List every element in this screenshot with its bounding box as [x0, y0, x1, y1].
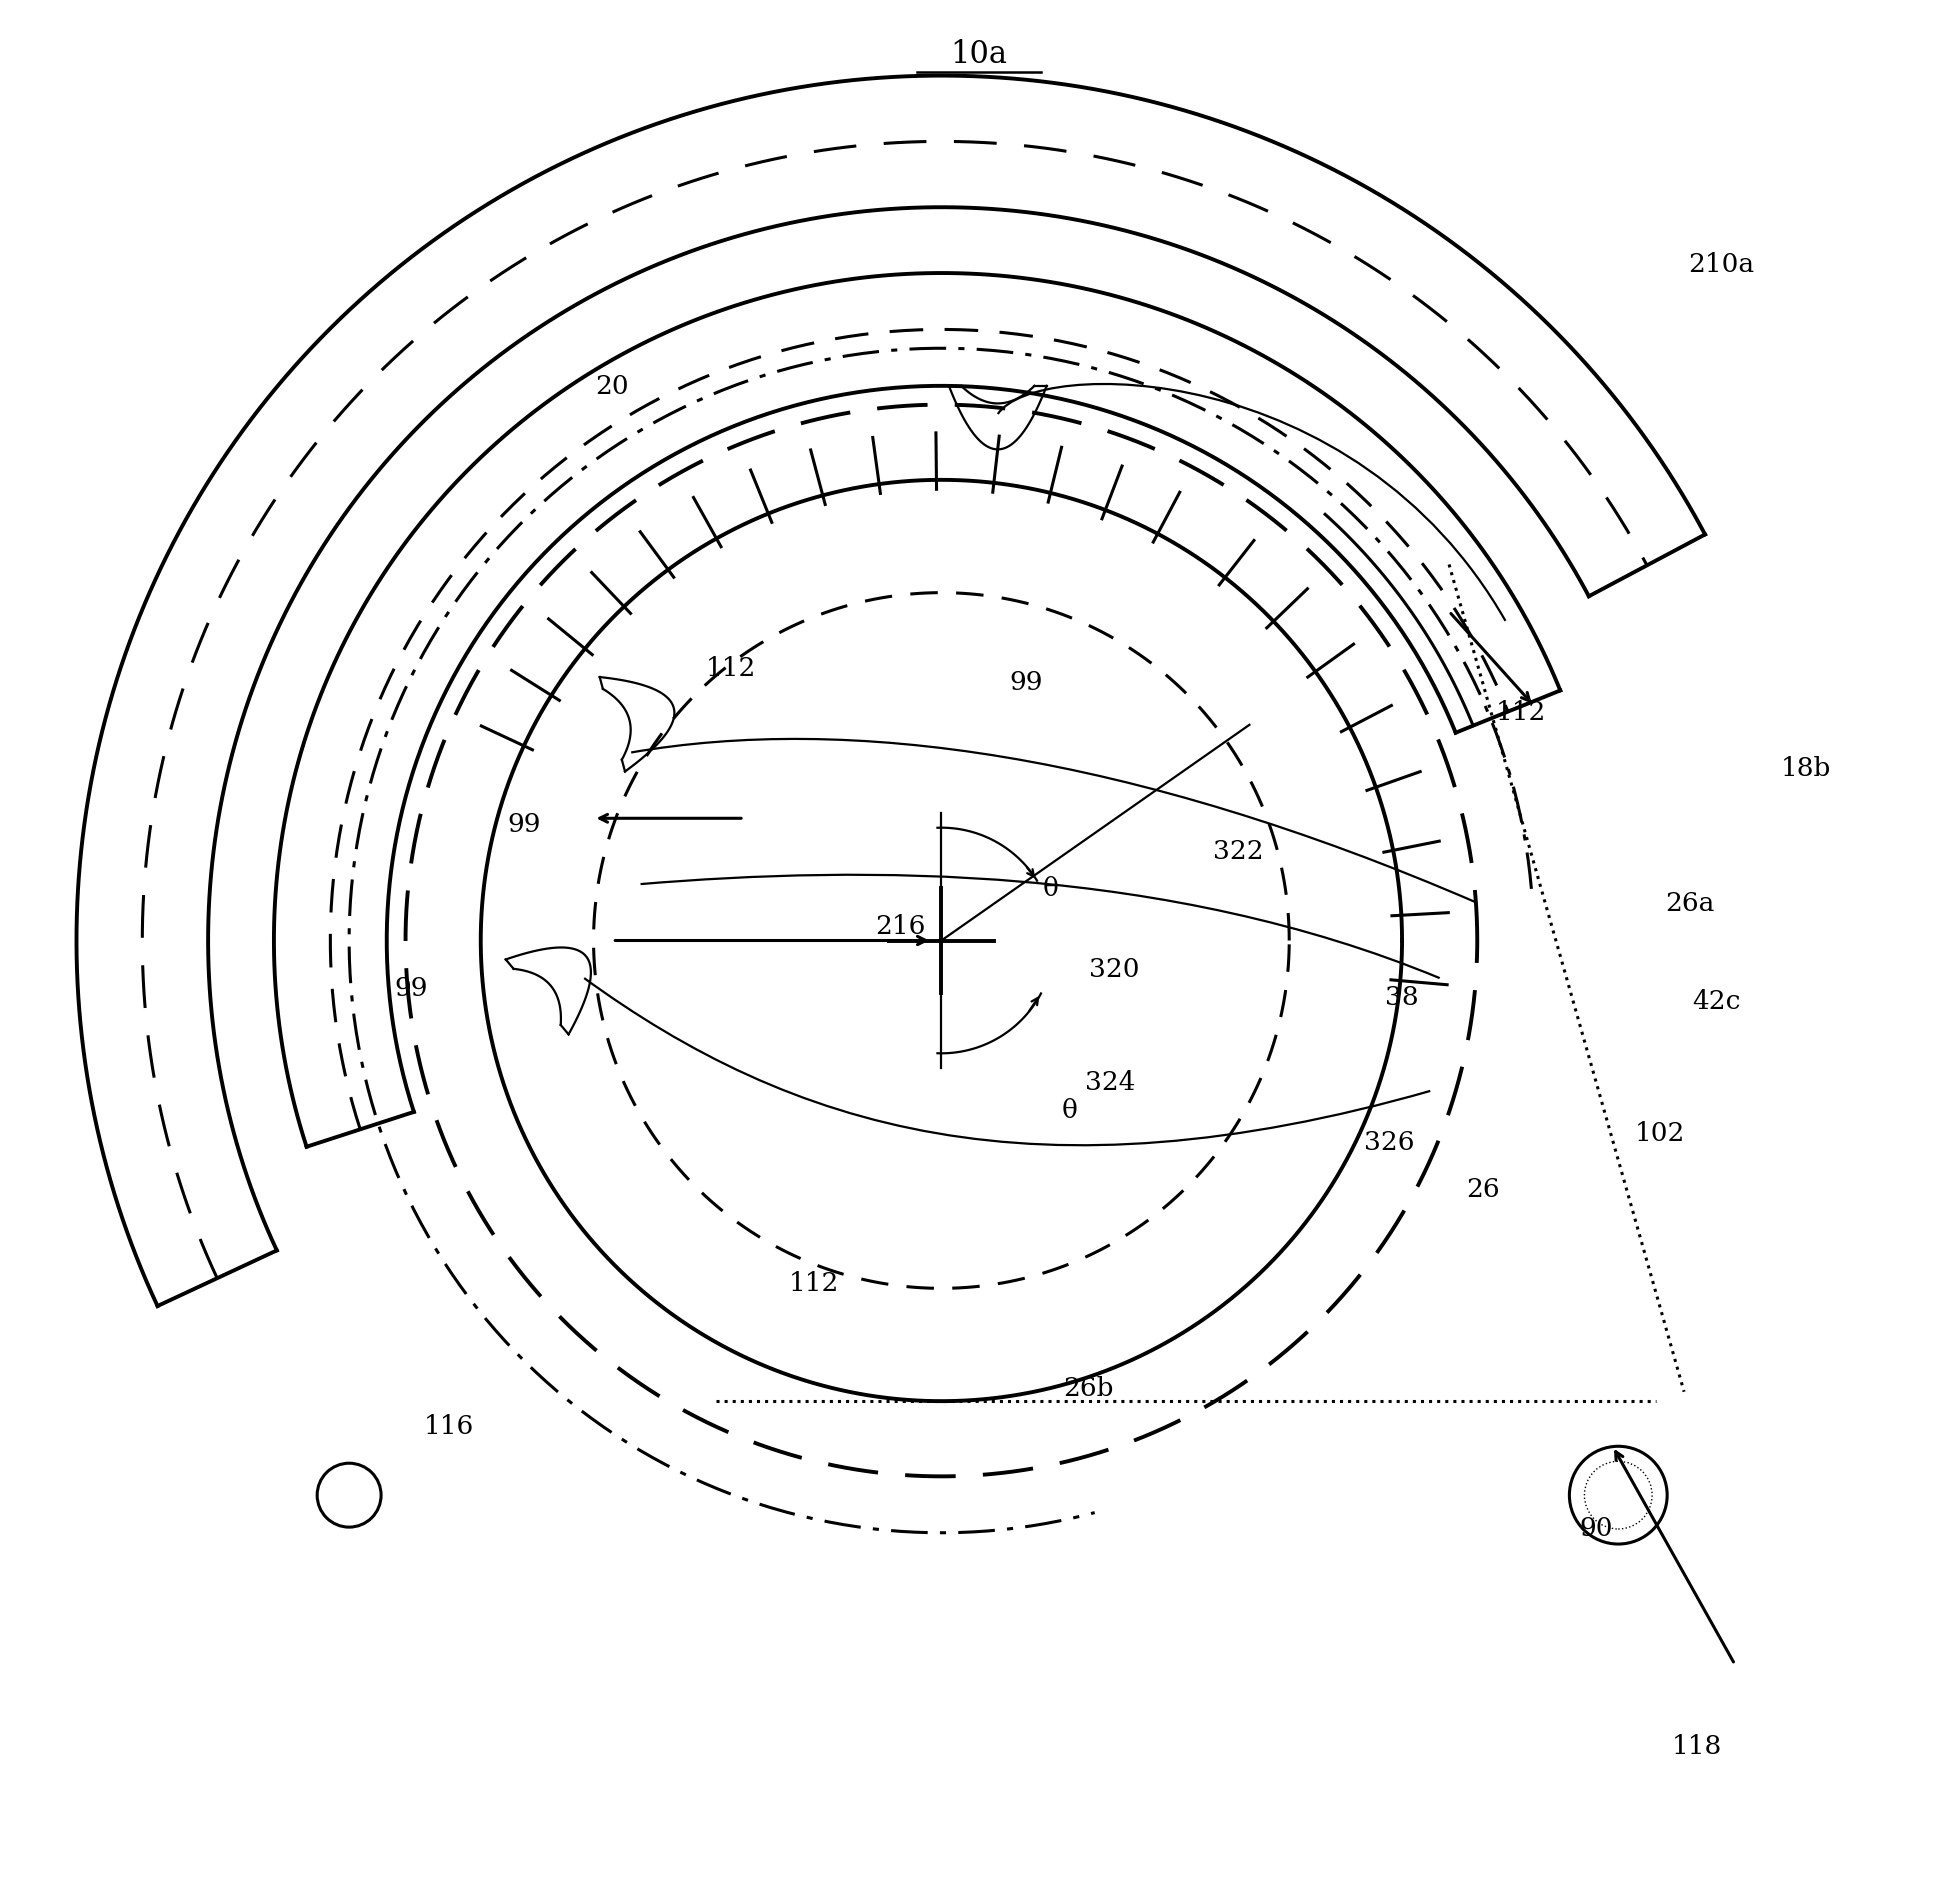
Text: 112: 112: [705, 657, 755, 681]
Text: 99: 99: [507, 811, 540, 837]
Text: 322: 322: [1213, 837, 1262, 864]
Text: 116: 116: [423, 1413, 474, 1438]
Text: 26a: 26a: [1663, 890, 1714, 917]
Text: 210a: 210a: [1687, 252, 1753, 277]
Text: 38: 38: [1384, 984, 1419, 1011]
Text: 326: 326: [1362, 1129, 1413, 1154]
Text: 102: 102: [1634, 1120, 1683, 1144]
Text: 99: 99: [1008, 670, 1043, 694]
Text: 112: 112: [1495, 700, 1544, 725]
Text: 99: 99: [393, 975, 429, 1001]
Text: 42c: 42c: [1691, 988, 1740, 1014]
Text: θ: θ: [1061, 1097, 1076, 1124]
Text: 26b: 26b: [1063, 1376, 1114, 1400]
Text: 324: 324: [1084, 1069, 1135, 1095]
Text: 320: 320: [1088, 956, 1139, 982]
Text: 18b: 18b: [1781, 755, 1830, 781]
Text: 10a: 10a: [949, 38, 1008, 70]
Text: 118: 118: [1671, 1733, 1722, 1758]
Text: 90: 90: [1577, 1515, 1613, 1539]
Text: 26: 26: [1466, 1176, 1499, 1201]
Text: 20: 20: [595, 375, 628, 399]
Text: 216: 216: [875, 913, 926, 939]
Text: θ: θ: [1041, 875, 1059, 901]
Text: 112: 112: [789, 1270, 838, 1295]
